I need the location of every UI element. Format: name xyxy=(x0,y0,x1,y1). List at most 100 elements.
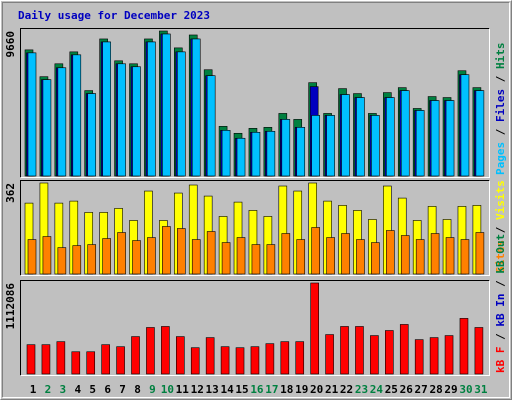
bar xyxy=(117,232,126,275)
bar xyxy=(220,346,230,375)
bar xyxy=(57,247,67,275)
chart-title: Daily usage for December 2023 xyxy=(18,9,210,22)
bar xyxy=(117,63,126,177)
x-tick-label: 14 xyxy=(220,383,234,396)
bar xyxy=(162,33,171,177)
bar xyxy=(475,232,485,275)
bar xyxy=(430,233,440,275)
bar xyxy=(161,326,170,375)
x-tick-label: 12 xyxy=(191,383,204,396)
x-tick-label: 29 xyxy=(444,383,457,396)
bar xyxy=(341,233,350,275)
bar xyxy=(146,327,155,375)
bar xyxy=(325,334,334,375)
bar xyxy=(131,336,140,375)
x-tick-label: 3 xyxy=(60,383,67,396)
x-tick-label: 18 xyxy=(280,383,293,396)
bar xyxy=(281,119,291,177)
bar xyxy=(415,239,425,275)
bar xyxy=(459,318,469,375)
bar xyxy=(265,343,275,375)
bar xyxy=(445,237,455,275)
legend: Pages / Files / Hits xyxy=(494,43,507,176)
bar xyxy=(102,238,111,275)
bar xyxy=(429,337,439,375)
bar xyxy=(266,244,276,275)
bar xyxy=(310,282,319,375)
legend-separator: / xyxy=(494,69,507,89)
bar xyxy=(206,231,216,275)
bar xyxy=(250,346,260,375)
x-tick-label: 22 xyxy=(340,383,353,396)
legend-entry: Files xyxy=(494,89,507,122)
x-tick-label: 15 xyxy=(235,383,248,396)
bar xyxy=(42,79,52,177)
bar xyxy=(296,127,306,177)
bar xyxy=(147,41,156,177)
bar xyxy=(102,41,111,177)
x-tick-label: 21 xyxy=(325,383,339,396)
x-tick-label: 7 xyxy=(119,383,126,396)
bar xyxy=(386,97,395,177)
bar xyxy=(400,235,410,275)
panel-frame xyxy=(20,28,490,178)
panel-frame xyxy=(20,280,490,376)
x-tick-label: 1 xyxy=(30,383,37,396)
bar xyxy=(101,344,110,375)
bar xyxy=(191,38,201,177)
bar xyxy=(176,336,185,375)
panel-frame xyxy=(20,180,490,276)
bar xyxy=(475,90,485,177)
bar xyxy=(147,237,156,275)
legend-entry: kB F xyxy=(494,347,507,374)
bar xyxy=(414,339,424,375)
legend-entry: kB Out xyxy=(494,234,507,274)
bar xyxy=(280,341,290,375)
bar xyxy=(205,337,215,375)
bar xyxy=(41,344,51,375)
bar xyxy=(206,75,216,177)
bar xyxy=(399,324,409,375)
x-tick-label: 16 xyxy=(250,383,264,396)
bar xyxy=(311,115,320,177)
x-tick-label: 23 xyxy=(355,383,368,396)
y-tick-label: 1112086 xyxy=(4,283,17,330)
x-tick-label: 30 xyxy=(459,383,472,396)
bar xyxy=(311,227,320,275)
bar xyxy=(444,335,454,375)
x-tick-label: 31 xyxy=(474,383,488,396)
legend-entry: Visits xyxy=(494,180,507,220)
bar xyxy=(400,90,410,177)
bar xyxy=(221,130,231,177)
bar xyxy=(296,239,306,275)
x-tick-label: 19 xyxy=(295,383,308,396)
bar xyxy=(371,242,380,275)
bar xyxy=(72,245,82,275)
bar xyxy=(56,341,66,375)
bar xyxy=(190,347,200,375)
legend-entry: Hits xyxy=(494,43,507,70)
legend-entry: Pages xyxy=(494,142,507,175)
bar xyxy=(42,236,52,275)
legend-entry: kB In xyxy=(494,294,507,327)
bar xyxy=(356,239,365,275)
bar xyxy=(57,67,67,177)
bar xyxy=(415,110,425,177)
bar xyxy=(460,239,470,275)
x-tick-label: 27 xyxy=(415,383,428,396)
x-tick-label: 5 xyxy=(89,383,96,396)
bar xyxy=(191,239,201,275)
x-tick-label: 6 xyxy=(104,383,111,396)
x-tick-label: 4 xyxy=(74,383,81,396)
x-tick-label: 24 xyxy=(370,383,384,396)
bar xyxy=(326,237,335,275)
bar xyxy=(72,54,82,177)
x-tick-label: 10 xyxy=(161,383,174,396)
legend-entry: Sites xyxy=(494,240,507,273)
legend-separator: / xyxy=(494,274,507,294)
bar xyxy=(370,335,379,375)
x-tick-label: 11 xyxy=(176,383,190,396)
